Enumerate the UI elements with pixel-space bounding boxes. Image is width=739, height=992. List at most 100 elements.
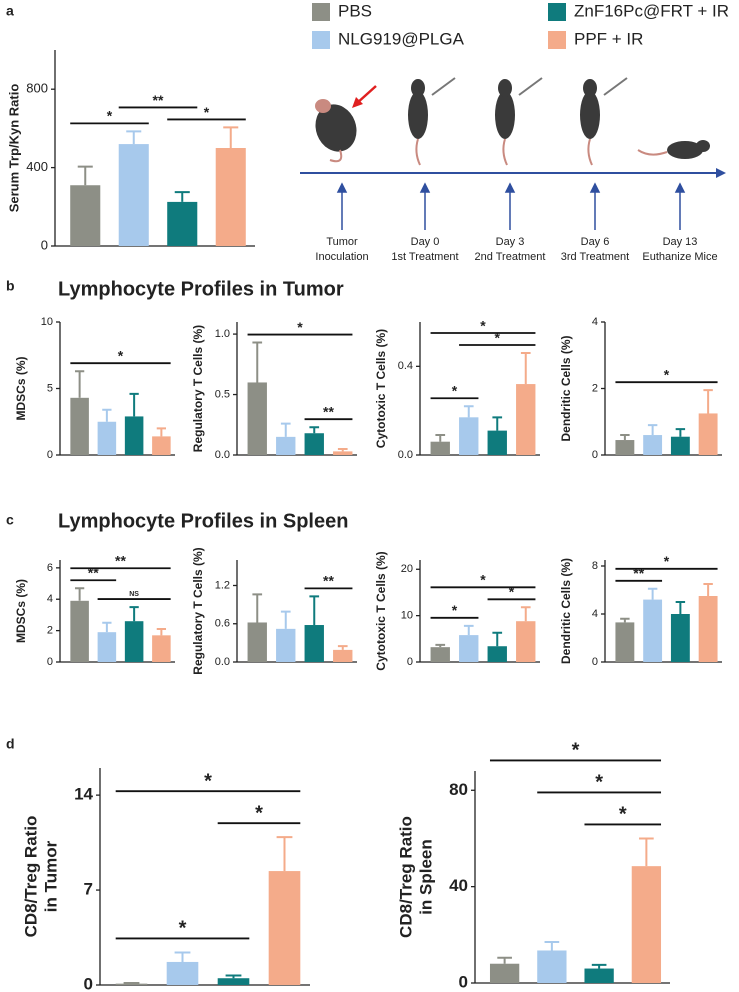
significance-label: NS bbox=[129, 591, 139, 598]
error-bar bbox=[276, 836, 293, 872]
error-bar bbox=[591, 963, 607, 969]
y-axis-label: Regulatory T Cells (%) bbox=[191, 547, 205, 674]
bar bbox=[247, 622, 267, 662]
bar bbox=[167, 201, 198, 246]
y-tick-label: 400 bbox=[26, 159, 48, 174]
timeline-label: 1st Treatment bbox=[391, 251, 458, 263]
error-bar bbox=[156, 628, 167, 636]
y-tick-label: 10 bbox=[401, 610, 413, 622]
bar bbox=[333, 451, 353, 455]
panel-label: c bbox=[6, 512, 14, 528]
y-tick-label: 0.5 bbox=[215, 388, 230, 400]
y-axis-label: Cytotoxic T Cells (%) bbox=[374, 551, 388, 670]
bar bbox=[430, 647, 450, 662]
significance-label: * bbox=[509, 584, 515, 600]
bar bbox=[304, 625, 324, 662]
significance-label: * bbox=[107, 108, 113, 124]
error-bar bbox=[703, 389, 713, 414]
timeline-label: Tumor bbox=[326, 236, 358, 248]
y-tick-label: 0 bbox=[47, 449, 53, 461]
significance-label: ** bbox=[323, 404, 334, 420]
bar bbox=[115, 983, 148, 985]
error-bar bbox=[435, 434, 446, 442]
bar bbox=[247, 382, 267, 455]
error-bar bbox=[77, 165, 93, 186]
significance-label: ** bbox=[323, 573, 334, 589]
significance-label: * bbox=[664, 553, 670, 569]
error-bar bbox=[337, 645, 348, 650]
bar bbox=[459, 635, 479, 662]
significance-label: ** bbox=[633, 565, 644, 581]
bar bbox=[118, 144, 149, 246]
y-axis-label: Serum Trp/Kyn Ratio bbox=[6, 84, 21, 213]
error-bar bbox=[544, 941, 560, 951]
panel-label: b bbox=[6, 278, 15, 294]
y-tick-label: 0 bbox=[41, 237, 48, 252]
y-axis-label: Dendritic Cells (%) bbox=[559, 335, 573, 441]
error-bar bbox=[174, 951, 191, 962]
legend-swatch bbox=[548, 3, 566, 21]
bar bbox=[70, 397, 89, 455]
significance-label: * bbox=[118, 348, 124, 364]
error-bar bbox=[497, 956, 512, 964]
y-axis-label: Regulatory T Cells (%) bbox=[191, 325, 205, 452]
y-tick-label: 0 bbox=[459, 972, 468, 991]
section-title: Lymphocyte Profiles in Spleen bbox=[58, 510, 348, 532]
error-bar bbox=[74, 370, 85, 398]
bar bbox=[97, 421, 117, 455]
y-tick-label: 14 bbox=[74, 785, 93, 804]
y-axis-label: in Tumor bbox=[41, 840, 60, 912]
y-tick-label: 2 bbox=[592, 382, 598, 394]
bar bbox=[537, 950, 567, 983]
bar bbox=[276, 436, 296, 455]
bar bbox=[487, 646, 507, 662]
y-tick-label: 0 bbox=[84, 974, 93, 992]
significance-label: ** bbox=[88, 565, 99, 581]
bar bbox=[152, 436, 171, 455]
y-tick-label: 0 bbox=[407, 656, 413, 668]
y-tick-label: 6 bbox=[47, 562, 53, 574]
significance-label: * bbox=[297, 319, 303, 335]
y-axis-label: Dendritic Cells (%) bbox=[559, 558, 573, 664]
error-bar bbox=[337, 447, 348, 452]
error-bar bbox=[620, 617, 630, 623]
error-bar bbox=[492, 416, 503, 431]
timeline-label: Day 0 bbox=[411, 236, 440, 248]
bar bbox=[459, 417, 479, 455]
legend-label: PBS bbox=[338, 1, 372, 20]
error-bar bbox=[639, 837, 654, 867]
bar bbox=[670, 614, 690, 662]
error-bar bbox=[126, 130, 142, 145]
error-bar bbox=[252, 341, 263, 383]
error-bar bbox=[156, 427, 167, 437]
significance-label: * bbox=[480, 317, 486, 333]
section-title: Lymphocyte Profiles in Tumor bbox=[58, 278, 344, 300]
timeline-label: 3rd Treatment bbox=[561, 251, 629, 263]
error-bar bbox=[647, 424, 658, 436]
bar bbox=[215, 148, 246, 246]
significance-label: * bbox=[452, 383, 458, 399]
y-tick-label: 0 bbox=[592, 449, 598, 461]
bar bbox=[152, 635, 171, 662]
significance-label: * bbox=[572, 740, 580, 762]
error-bar bbox=[463, 624, 474, 636]
error-bar bbox=[223, 126, 239, 148]
error-bar bbox=[280, 422, 291, 437]
significance-label: * bbox=[495, 329, 501, 345]
error-bar bbox=[520, 606, 531, 622]
error-bar bbox=[225, 974, 242, 979]
bar bbox=[276, 628, 296, 662]
error-bar bbox=[252, 593, 263, 623]
timeline-label: Day 13 bbox=[663, 236, 698, 248]
error-bar bbox=[647, 587, 658, 600]
error-bar bbox=[703, 583, 713, 596]
legend-swatch bbox=[548, 31, 566, 49]
bar bbox=[643, 599, 663, 662]
error-bar bbox=[74, 587, 85, 601]
error-bar bbox=[102, 408, 112, 422]
significance-label: ** bbox=[115, 553, 126, 569]
y-tick-label: 20 bbox=[401, 563, 413, 575]
y-tick-label: 0 bbox=[592, 656, 598, 668]
significance-label: ** bbox=[153, 92, 164, 108]
